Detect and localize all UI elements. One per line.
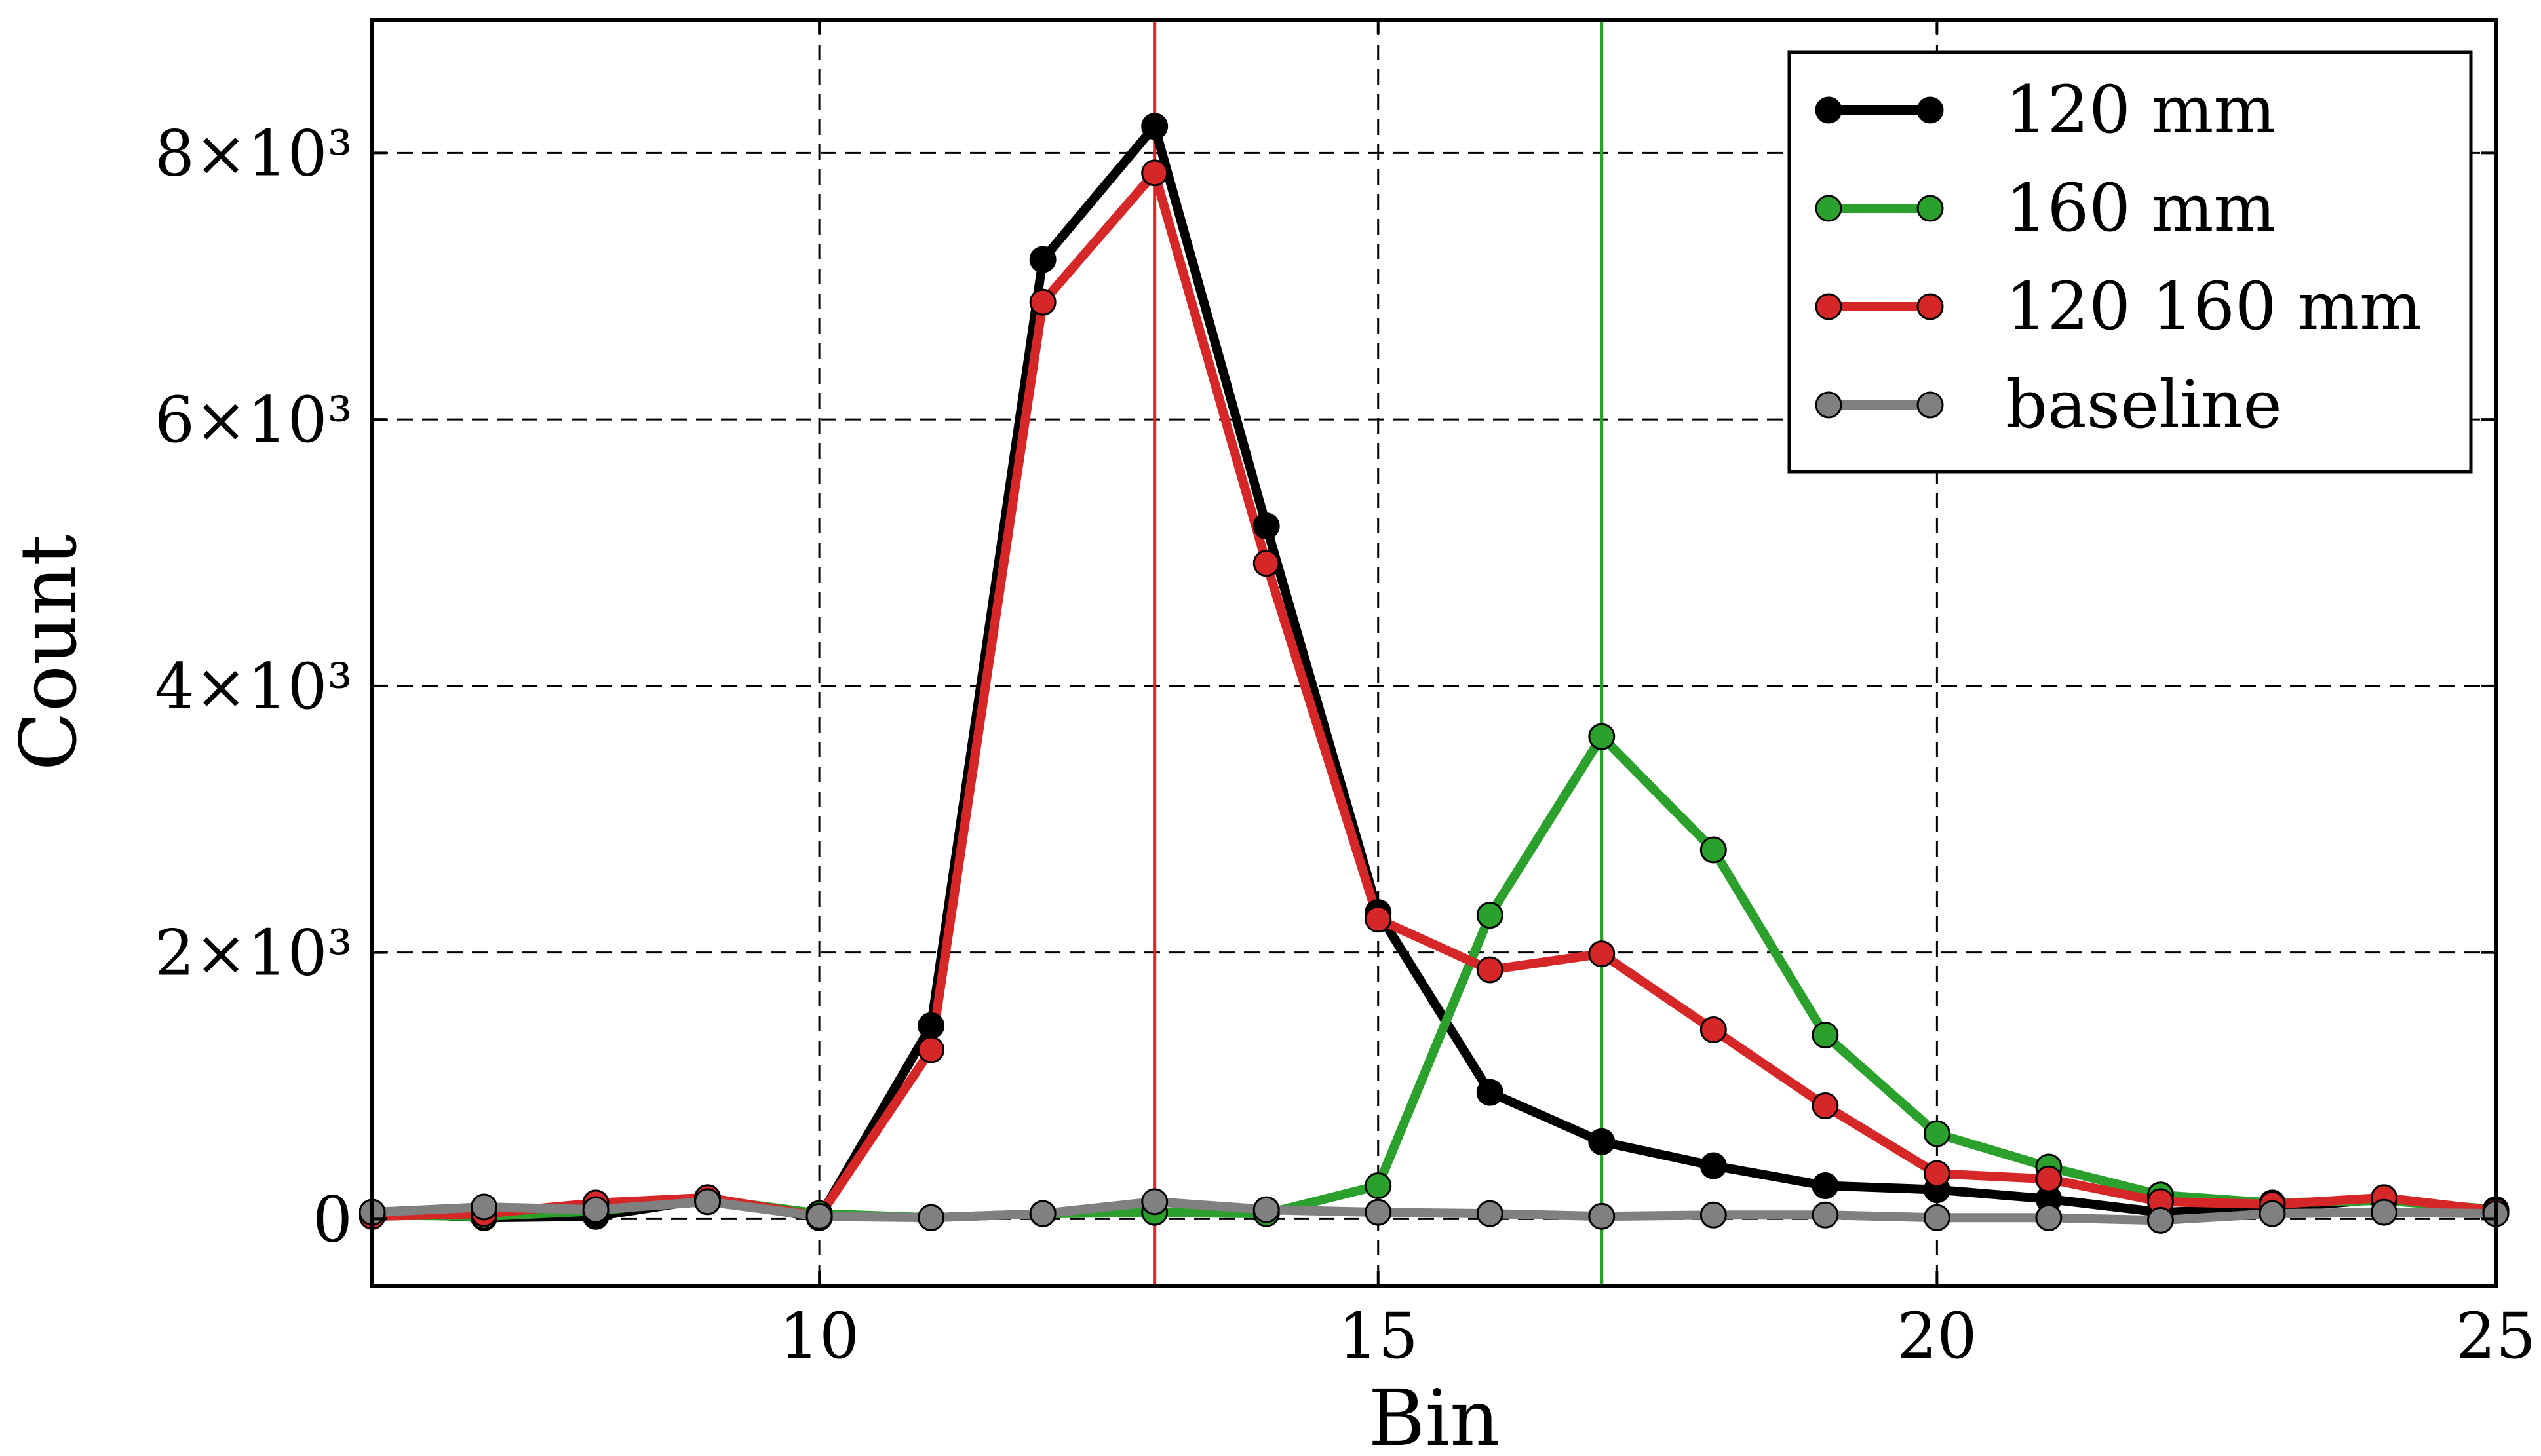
- y-tick-label: 4×10³: [155, 650, 353, 723]
- data-point: [1699, 1016, 1727, 1044]
- y-tick-label: 8×10³: [155, 117, 353, 190]
- legend-label: 120 mm: [2006, 71, 2276, 148]
- data-point: [2035, 1165, 2063, 1193]
- reference-lines: [1153, 20, 1604, 1286]
- data-point: [1365, 906, 1392, 933]
- data-point: [1812, 1092, 1839, 1119]
- data-point: [1476, 1079, 1503, 1106]
- data-point: [1476, 956, 1503, 984]
- legend-marker: [1815, 96, 1842, 124]
- data-point: [2259, 1200, 2286, 1227]
- legend-marker: [1815, 293, 1842, 320]
- data-point: [1812, 1022, 1839, 1049]
- data-point: [1699, 1201, 1727, 1229]
- legend: 120 mm 160 mm 120 160 mm baseline: [1787, 50, 2473, 474]
- x-tick-label: 25: [2456, 1299, 2536, 1373]
- data-point: [918, 1012, 945, 1039]
- data-point: [1699, 1152, 1727, 1179]
- data-point: [1812, 1172, 1839, 1199]
- legend-marker: [1916, 195, 1944, 222]
- legend-marker: [1916, 293, 1944, 320]
- data-point: [2146, 1206, 2174, 1234]
- legend-label: 120 160 mm: [2006, 268, 2422, 345]
- data-point: [1252, 512, 1280, 540]
- y-tick-label: 0: [313, 1183, 353, 1256]
- x-tick-label: 10: [779, 1299, 859, 1373]
- data-point: [1476, 902, 1503, 929]
- data-point: [2035, 1204, 2063, 1231]
- y-tick-label: 6×10³: [155, 383, 353, 457]
- data-point: [1923, 1160, 1950, 1187]
- data-point: [1365, 1198, 1392, 1226]
- legend-marker: [1916, 391, 1944, 419]
- legend-marker: [1815, 195, 1842, 222]
- x-tick-label: 15: [1338, 1299, 1418, 1373]
- data-point: [1029, 288, 1057, 316]
- data-point: [2370, 1198, 2397, 1226]
- data-point: [1141, 159, 1169, 187]
- legend-marker: [1815, 391, 1842, 419]
- axis-ticks: 10 15 20 25 0 2×10³ 4×10³ 6×10³ 8×10³: [155, 20, 2536, 1373]
- data-point: [1476, 1200, 1503, 1227]
- data-point: [1588, 1202, 1616, 1230]
- x-axis-label: Bin: [1368, 1373, 1500, 1456]
- data-point: [1252, 550, 1280, 577]
- data-point: [1812, 1201, 1839, 1229]
- data-point: [1365, 1172, 1392, 1199]
- data-point: [918, 1036, 945, 1063]
- data-point: [805, 1202, 833, 1230]
- data-point: [1029, 246, 1057, 273]
- series-line: [372, 732, 2496, 1223]
- series-line: [372, 1197, 2496, 1225]
- y-axis-label: Count: [3, 535, 94, 771]
- plot-frame: [370, 18, 2498, 1288]
- data-point: [1923, 1120, 1950, 1147]
- data-point: [1141, 113, 1169, 140]
- data-point: [582, 1196, 610, 1223]
- y-tick-label: 2×10³: [155, 917, 353, 990]
- data-point: [1699, 836, 1727, 864]
- data-point: [694, 1188, 722, 1216]
- data-point: [1588, 723, 1616, 750]
- series-lines: [359, 113, 2510, 1234]
- data-point: [1029, 1200, 1057, 1227]
- legend-marker: [1916, 96, 1944, 124]
- data-point: [918, 1204, 945, 1231]
- data-point: [1588, 1128, 1616, 1155]
- data-point: [1141, 1188, 1169, 1216]
- legend-label: baseline: [2006, 366, 2282, 443]
- legend-label: 160 mm: [2006, 170, 2276, 246]
- data-point: [1588, 940, 1616, 968]
- x-tick-label: 20: [1897, 1299, 1977, 1373]
- data-point: [1923, 1204, 1950, 1231]
- data-point: [1252, 1196, 1280, 1223]
- data-point: [471, 1193, 498, 1221]
